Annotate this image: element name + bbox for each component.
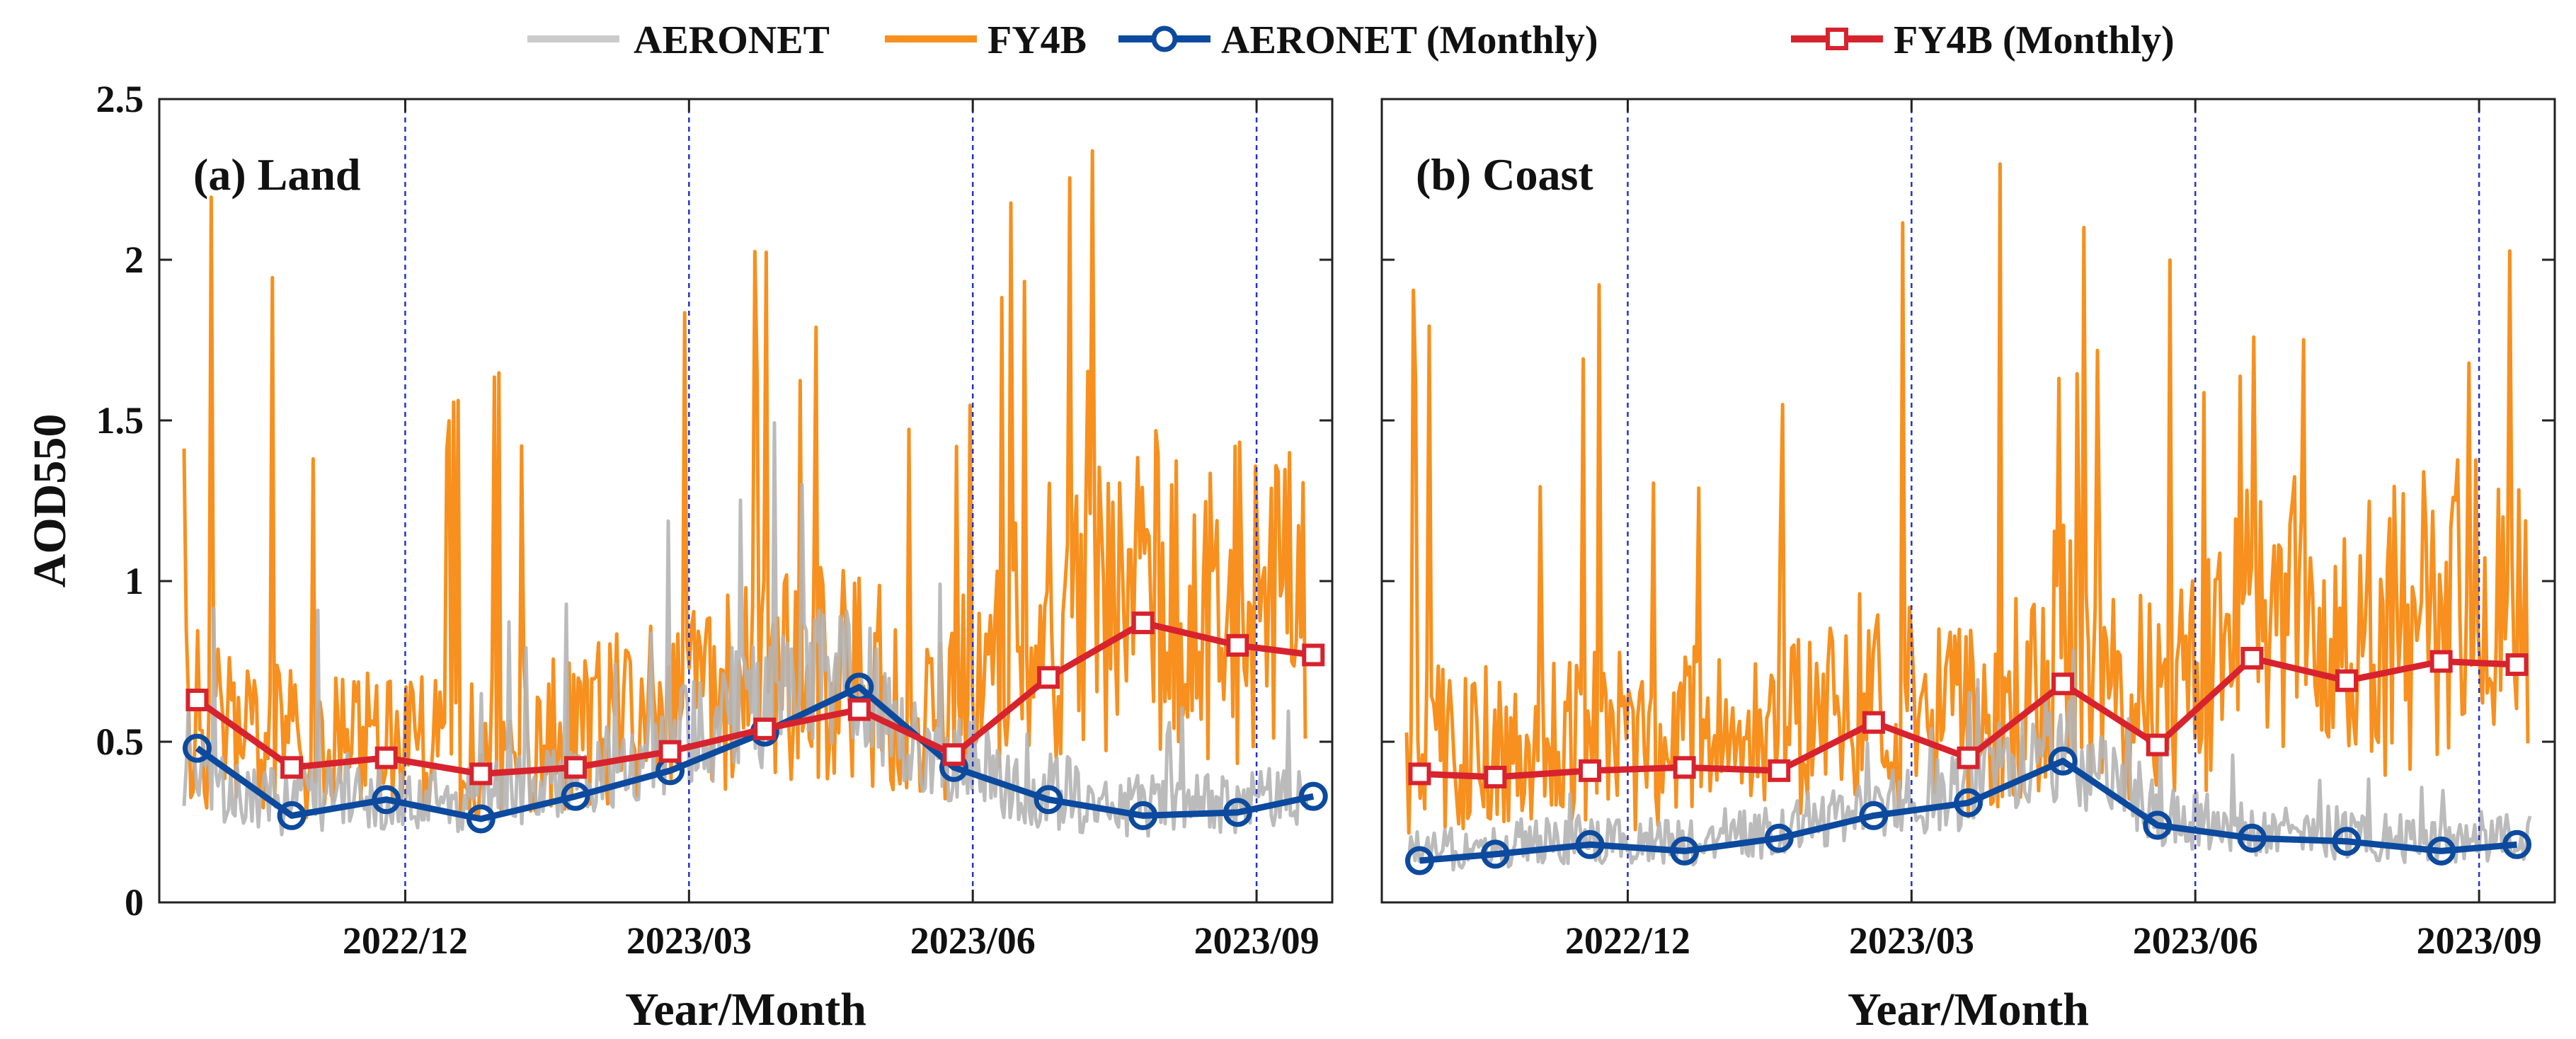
fy4b-monthly-series [1408,646,2529,788]
fy4b-monthly-point [847,698,871,721]
x-axis-title: Year/Month [625,984,866,1035]
panel-title: (a) Land [193,149,361,200]
fy4b-monthly-point [563,756,587,779]
legend-circle-marker [1151,25,1178,52]
aeronet-monthly-point [277,800,307,830]
monthly-line [1419,757,2517,864]
legend-label: FY4B (Monthly) [1894,18,2175,62]
aeronet-monthly-point [2332,827,2362,856]
y-tick-label: 2 [125,239,144,281]
aeronet-monthly-point [2502,830,2532,859]
aeronet-monthly-point [2427,836,2456,866]
legend: AERONET FY4B AERONET (Monthly) FY4B (Monthl… [527,18,2175,62]
fy4b-monthly-point [185,688,209,711]
aeronet-monthly-point [1223,798,1252,827]
x-tick-label: 2023/09 [1194,919,1320,962]
fy4b-monthly-point [942,743,966,767]
fy4b-monthly-point [1768,759,1791,782]
fy4b-monthly-point [1673,756,1696,779]
fy4b-monthly-point [753,717,777,740]
y-tick-label: 0 [125,881,144,924]
fy4b-monthly-point [658,740,682,763]
x-tick-label: 2022/12 [343,919,468,962]
aeronet-monthly-point [372,785,401,815]
aeronet-monthly-point [1480,839,1510,869]
aeronet-daily-series [182,421,1310,838]
axes-frame [158,98,1334,904]
x-tick-label: 2023/09 [2417,919,2542,962]
aeronet-monthly-point [1034,785,1063,815]
x-tick-label: 2023/03 [1849,919,1974,962]
aeronet-monthly-point [561,781,590,811]
panel-land: 0 0.5 1 1.5 2 2.5 2022/12 2023/03 2023/06 2023/09… [24,78,1334,1035]
aeronet-monthly-point [2237,823,2267,853]
legend-label: AERONET [634,18,830,62]
aeronet-monthly-point [1128,800,1158,830]
fy4b-monthly-point [1578,759,1601,782]
fy4b-monthly-point [1302,643,1325,667]
fy4b-monthly-point [2505,653,2529,677]
x-tick-label: 2023/06 [2133,919,2258,962]
fy4b-monthly-point [2240,646,2264,670]
fy4b-monthly-point [1862,711,1885,734]
legend-label: AERONET (Monthly) [1221,18,1598,62]
y-tick-label: 1 [125,560,144,602]
plot-content [182,149,1310,838]
fy4b-monthly-point [2429,650,2453,673]
plot-content [1404,162,2532,872]
aeronet-monthly-point [2143,810,2173,840]
y-tick-label: 0.5 [96,721,144,763]
legend-item-fy4b-monthly: FY4B (Monthly) [1791,18,2175,62]
aeronet-monthly-point [1764,823,1794,853]
legend-square-marker [1826,28,1848,50]
aeronet-monthly-point [1859,800,1889,830]
fy4b-monthly-point [1131,612,1155,635]
fy4b-monthly-point [280,756,304,779]
fy4b-monthly-point [374,746,398,769]
aeronet-monthly-point [466,804,496,834]
legend-item-aeronet: AERONET [527,18,830,62]
x-tick-label: 2023/03 [626,919,752,962]
x-tick-label: 2022/12 [1565,919,1690,962]
aeronet-monthly-point [1575,830,1605,859]
aeronet-monthly-point [1404,846,1434,876]
fy4b-monthly-point [1226,633,1249,657]
fy4b-monthly-point [2051,672,2075,696]
fy4b-monthly-point [1484,765,1507,788]
aeronet-monthly-point [1670,836,1700,866]
fy4b-monthly-point [1408,762,1431,786]
legend-item-aeronet-monthly: AERONET (Monthly) [1118,18,1598,62]
fy4b-monthly-point [469,762,493,786]
aeronet-monthly-point [1954,788,1983,817]
fy4b-monthly-series [185,612,1325,786]
y-tick-label: 2.5 [96,78,144,120]
x-tick-label: 2023/06 [910,919,1036,962]
x-axis-title: Year/Month [1848,984,2089,1035]
fy4b-monthly-point [1957,746,1980,769]
fy4b-monthly-point [2146,733,2169,757]
y-tick-label: 1.5 [96,399,144,442]
aeronet-daily-series [1405,648,2532,872]
legend-label: FY4B [988,18,1087,62]
panel-title: (b) Coast [1416,149,1593,200]
fy4b-monthly-point [2335,669,2359,692]
aeronet-monthly-series [1404,746,2532,876]
fy4b-monthly-point [1037,666,1060,689]
axes-frame [1380,98,2556,904]
aeronet-monthly-point [182,733,212,763]
aeronet-monthly-point [2048,746,2078,776]
panel-coast: 2022/12 2023/03 2023/06 2023/09 (b) Coast Yea… [1380,98,2556,1035]
aeronet-monthly-point [1298,781,1328,811]
y-axis-title: AOD550 [24,414,76,588]
legend-item-fy4b: FY4B [885,18,1087,62]
